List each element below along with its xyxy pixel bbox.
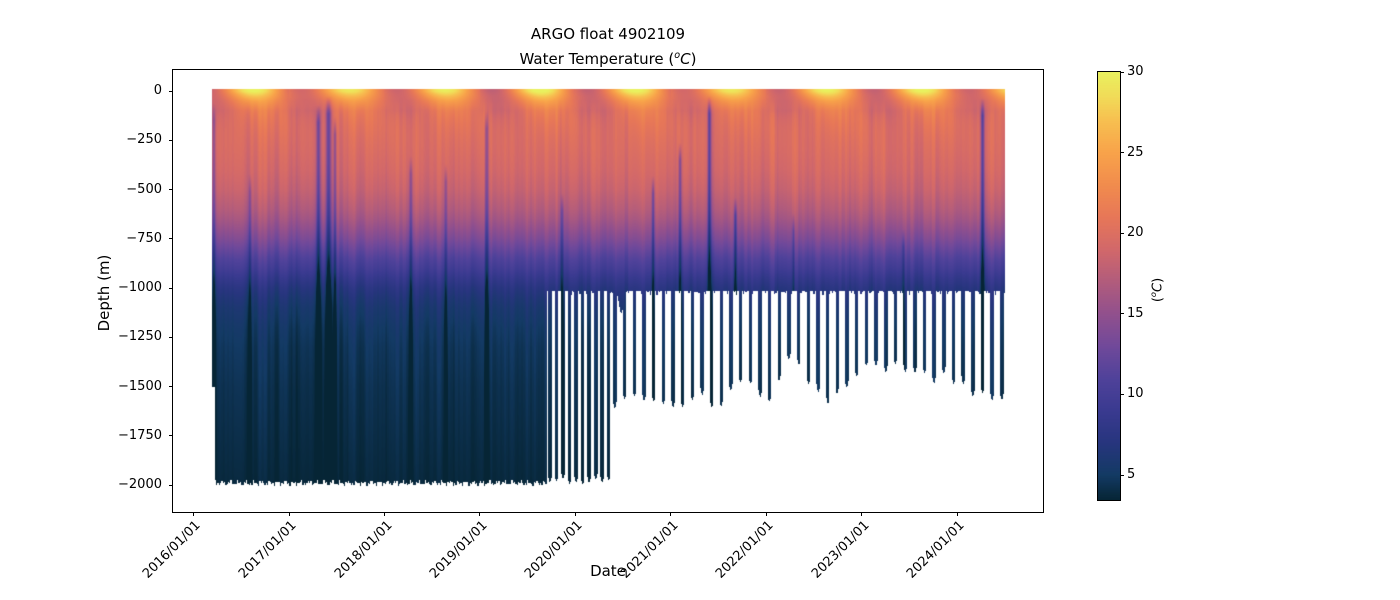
x-tick: [765, 512, 767, 516]
y-tick-label: −750: [126, 230, 162, 246]
x-tick: [574, 512, 576, 516]
colorbar-tick: [1120, 393, 1124, 395]
y-tick-label: −500: [126, 181, 162, 197]
heatmap-canvas: [173, 70, 1043, 512]
colorbar-label-prefix: (: [1150, 297, 1166, 303]
chart-title-line1: ARGO float 4902109: [530, 25, 686, 43]
y-axis-label-text: Depth (m): [95, 254, 113, 332]
colorbar-tick: [1120, 313, 1124, 315]
y-tick-label: 0: [153, 83, 162, 99]
y-tick-label: −1250: [118, 329, 162, 345]
y-tick: [169, 435, 173, 437]
y-tick: [169, 139, 173, 141]
y-tick: [169, 484, 173, 486]
y-tick: [169, 287, 173, 289]
y-tick: [169, 386, 173, 388]
x-tick: [383, 512, 385, 516]
colorbar: [1098, 72, 1120, 500]
title-line2-prefix: Water Temperature (: [519, 50, 675, 68]
y-tick-label: −1500: [118, 378, 162, 394]
y-tick: [169, 90, 173, 92]
y-tick: [169, 336, 173, 338]
colorbar-tick-label: 30: [1127, 64, 1144, 79]
y-tick-label: −250: [126, 132, 162, 148]
y-tick: [169, 189, 173, 191]
colorbar-tick-label: 20: [1127, 225, 1144, 241]
x-tick: [861, 512, 863, 516]
x-tick: [956, 512, 958, 516]
x-tick: [288, 512, 290, 516]
colorbar-tick: [1120, 71, 1124, 73]
x-tick: [479, 512, 481, 516]
colorbar-tick-label: 5: [1127, 467, 1136, 482]
title-line2-sup: o: [674, 50, 681, 61]
chart-title-line2: Water Temperature (oC): [173, 45, 1043, 70]
x-tick: [670, 512, 672, 516]
colorbar-tick: [1120, 152, 1124, 154]
x-axis-label: Date: [590, 562, 626, 580]
y-axis-label: Depth (m): [95, 233, 113, 353]
colorbar-label: (oC): [1148, 250, 1166, 330]
y-tick: [169, 238, 173, 240]
colorbar-label-suffix: ): [1150, 277, 1166, 283]
y-tick-label: −1000: [118, 280, 162, 296]
colorbar-tick: [1120, 232, 1124, 234]
x-tick: [192, 512, 194, 516]
colorbar-tick-label: 25: [1127, 144, 1144, 160]
colorbar-tick: [1120, 474, 1124, 476]
title-line2-var: C: [680, 50, 691, 68]
colorbar-tick-label: 15: [1127, 305, 1144, 321]
colorbar-tick-label: 10: [1127, 386, 1144, 402]
colorbar-label-var: C: [1150, 282, 1166, 292]
y-tick-label: −1750: [118, 427, 162, 443]
title-line2-suffix: ): [690, 50, 697, 68]
colorbar-label-sup: o: [1148, 292, 1158, 298]
y-tick-label: −2000: [118, 477, 162, 492]
chart-title: ARGO float 4902109 Water Temperature (oC…: [173, 23, 1043, 70]
